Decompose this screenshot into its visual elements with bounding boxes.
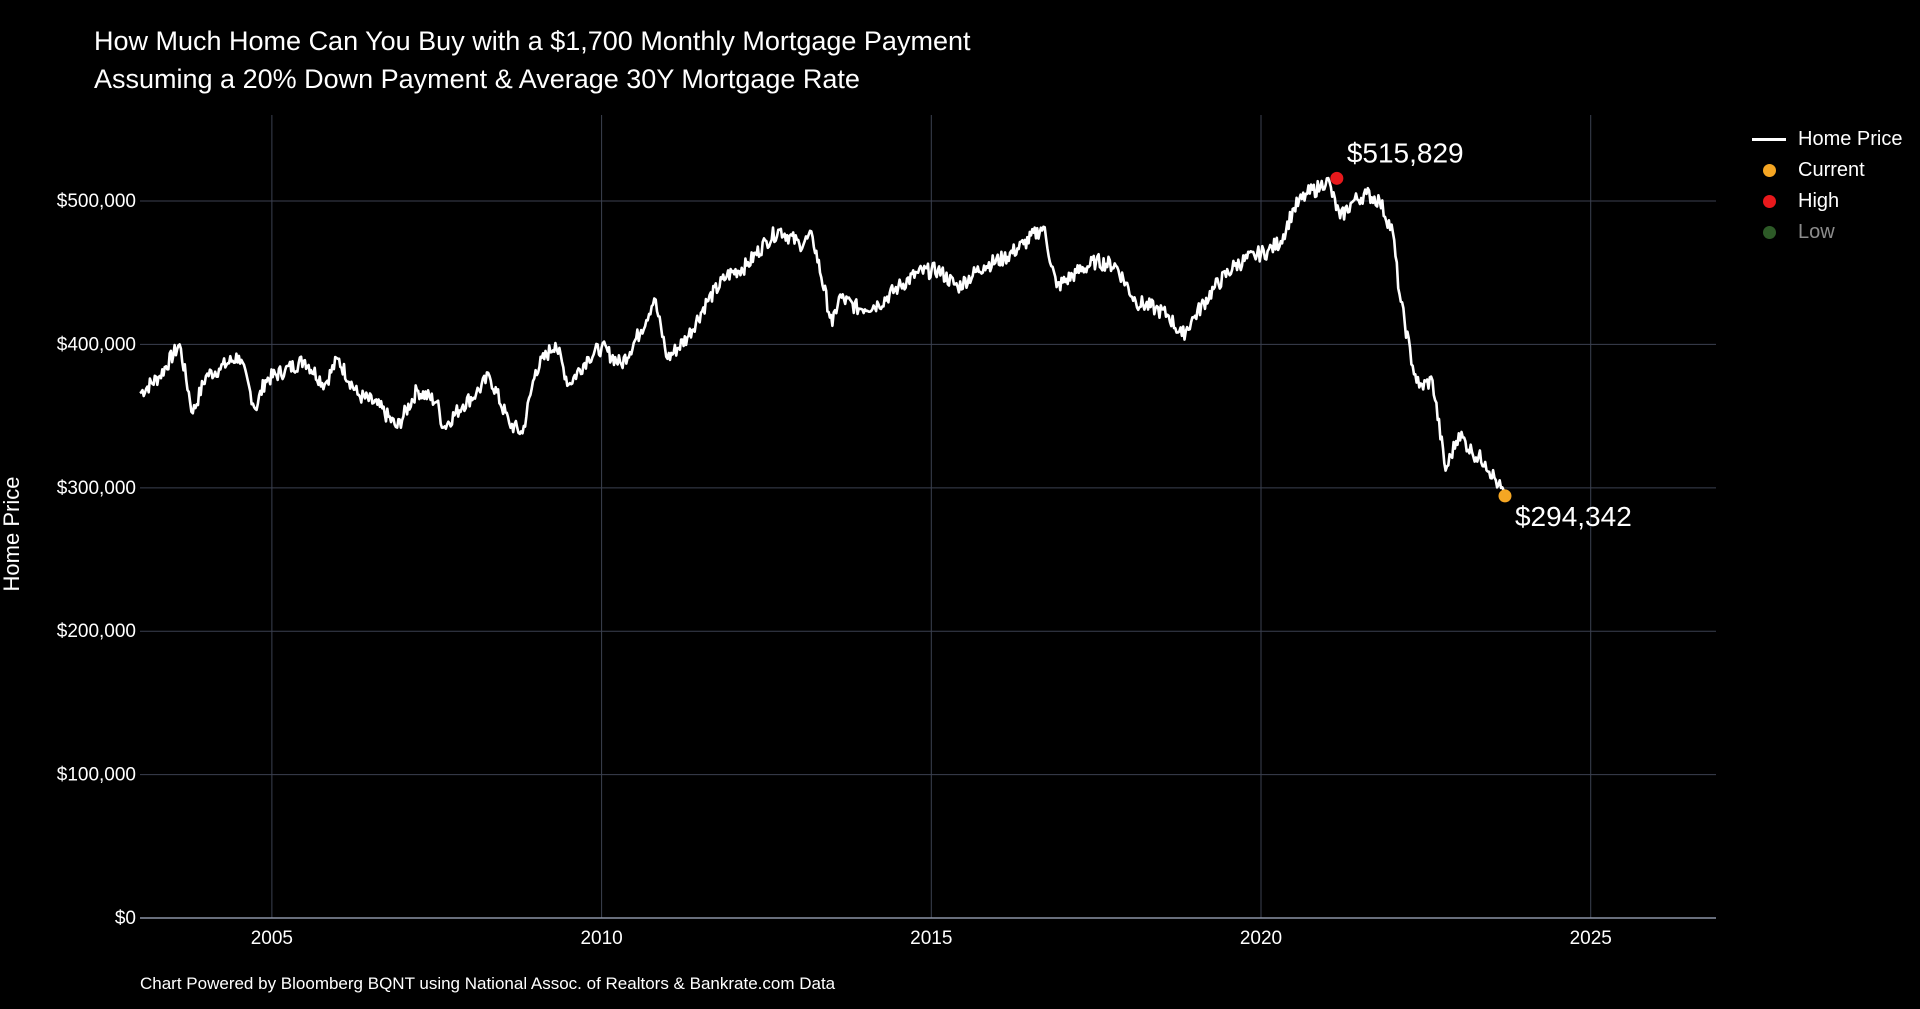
legend-dot-high xyxy=(1762,195,1776,208)
point-current xyxy=(1498,489,1512,503)
y-tick-label: $400,000 xyxy=(57,334,136,355)
x-tick-label: 2015 xyxy=(910,928,952,949)
legend-dot-swatch xyxy=(1752,164,1786,177)
chart-subtitle: Assuming a 20% Down Payment & Average 30… xyxy=(94,64,860,94)
legend-dot-current xyxy=(1762,164,1776,177)
legend-label: Home Price xyxy=(1798,128,1903,150)
legend-label: Low xyxy=(1798,221,1835,243)
legend-item-low[interactable]: Low xyxy=(1752,217,1902,248)
point-label-high: $515,829 xyxy=(1347,137,1464,168)
legend-label: Current xyxy=(1798,159,1865,181)
chart-title: How Much Home Can You Buy with a $1,700 … xyxy=(94,26,971,56)
x-tick-label: 2005 xyxy=(251,928,293,949)
series-line-home-price xyxy=(139,176,1507,497)
x-tick-label: 2020 xyxy=(1240,928,1282,949)
y-tick-label: $300,000 xyxy=(57,478,136,499)
legend-item-home-price[interactable]: Home Price xyxy=(1752,124,1902,155)
y-tick-label: $0 xyxy=(115,908,136,929)
legend-line-swatch xyxy=(1752,138,1786,141)
legend-item-high[interactable]: High xyxy=(1752,186,1902,217)
x-tick-label: 2010 xyxy=(580,928,622,949)
point-label-current: $294,342 xyxy=(1515,501,1632,532)
grid-layer xyxy=(140,115,1716,918)
series-layer xyxy=(139,176,1507,497)
legend-label: High xyxy=(1798,190,1840,212)
legend-dot-swatch xyxy=(1752,195,1786,208)
legend-item-current[interactable]: Current xyxy=(1752,155,1902,186)
point-high xyxy=(1330,171,1344,185)
chart-footer-source: Chart Powered by Bloomberg BQNT using Na… xyxy=(140,974,836,993)
x-tick-label: 2025 xyxy=(1570,928,1612,949)
legend-dot-low xyxy=(1762,226,1776,239)
legend-dot-swatch xyxy=(1752,226,1786,239)
y-tick-label: $100,000 xyxy=(57,765,136,786)
legend-line-mark xyxy=(1752,138,1786,141)
axis-layer: $0 $100,000 $200,000 $300,000 $400,000 $500,0… xyxy=(57,191,1716,949)
legend: Home Price Current High Low xyxy=(1752,124,1902,248)
y-tick-label: $200,000 xyxy=(57,621,136,642)
points-layer: $515,829 $294,342 xyxy=(1330,137,1632,532)
chart-title-block: How Much Home Can You Buy with a $1,700 … xyxy=(94,22,970,98)
y-tick-label: $500,000 xyxy=(57,191,136,212)
